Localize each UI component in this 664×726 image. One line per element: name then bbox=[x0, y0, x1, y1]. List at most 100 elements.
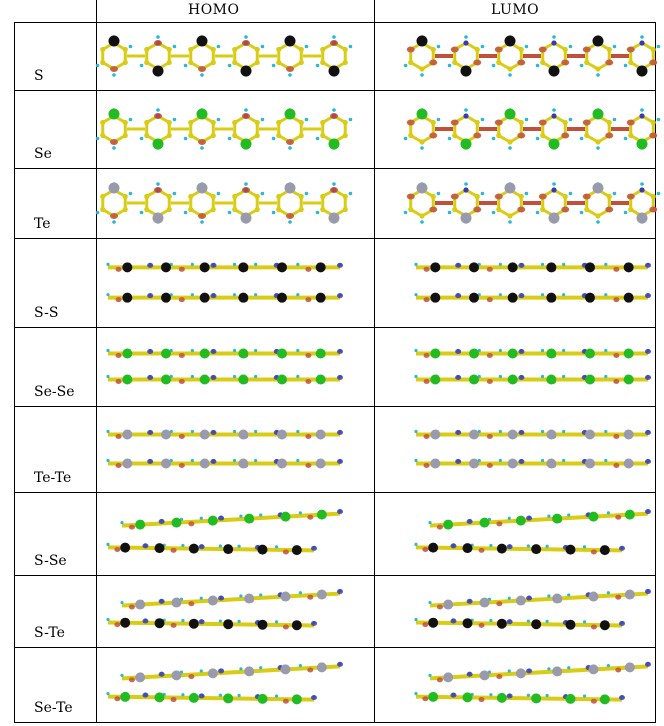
heteroatom bbox=[171, 517, 182, 528]
ring-atom bbox=[232, 206, 238, 213]
orbital-lobe bbox=[337, 509, 343, 515]
row-rule bbox=[14, 722, 655, 723]
ring-bonds bbox=[233, 41, 259, 71]
ring-atom bbox=[210, 132, 216, 139]
hydrogen-atom bbox=[156, 108, 160, 112]
hydrogen-atom bbox=[508, 220, 512, 224]
ring-atom bbox=[210, 119, 216, 126]
ring-atom bbox=[342, 193, 348, 200]
heteroatom bbox=[548, 65, 560, 77]
ring-atom bbox=[562, 46, 568, 53]
hydrogen-atom bbox=[106, 542, 110, 546]
ring-atom bbox=[639, 113, 645, 119]
heteroatom bbox=[531, 619, 542, 630]
row-label: S-Se bbox=[34, 553, 67, 569]
hydrogen-atom bbox=[232, 374, 237, 379]
orbital-lobe bbox=[605, 132, 614, 139]
orbital-lobe bbox=[645, 293, 651, 299]
hydrogen-atom bbox=[139, 136, 144, 141]
hydrogen-atom bbox=[526, 693, 530, 697]
orbital-lobe bbox=[613, 266, 620, 272]
ring-bonds bbox=[277, 114, 303, 144]
hydrogen-atom bbox=[420, 220, 424, 224]
hydrogen-atom bbox=[298, 591, 302, 595]
heteroatom bbox=[624, 662, 635, 673]
orbital-lobe bbox=[158, 518, 165, 524]
ring-bonds bbox=[453, 114, 479, 144]
ring-bonds bbox=[145, 114, 171, 144]
ring-bonds bbox=[453, 188, 479, 218]
ring-bonds bbox=[321, 41, 347, 71]
heteroatom bbox=[238, 458, 249, 469]
lumo-orbital-image bbox=[414, 661, 651, 705]
orbital-lobe bbox=[178, 378, 185, 384]
orbital-lobe bbox=[115, 353, 122, 359]
heteroatom bbox=[479, 517, 490, 528]
ring-bonds bbox=[277, 41, 303, 71]
ring-atom bbox=[298, 206, 304, 213]
ring bbox=[579, 108, 617, 150]
hydrogen-atom bbox=[259, 513, 263, 517]
ring-atom bbox=[551, 187, 557, 193]
ring-atom bbox=[540, 132, 546, 139]
orbital-lobe bbox=[486, 433, 493, 439]
hydrogen-atom bbox=[190, 374, 194, 379]
hydrogen-atom bbox=[218, 693, 222, 697]
ring-atom bbox=[232, 119, 238, 126]
hydrogen-atom bbox=[540, 348, 545, 353]
heteroatom bbox=[507, 458, 518, 469]
heteroatom bbox=[624, 589, 635, 600]
orbital-lobe bbox=[466, 671, 473, 677]
orbital-lobe bbox=[450, 543, 457, 549]
heteroatom bbox=[316, 509, 327, 520]
orbital-lobe bbox=[561, 132, 570, 139]
ring-atom bbox=[320, 132, 326, 139]
orbital-lobe bbox=[615, 594, 622, 600]
heteroatom bbox=[122, 348, 133, 359]
heteroatom bbox=[469, 262, 479, 273]
heteroatom bbox=[161, 374, 171, 385]
hydrogen-atom bbox=[181, 693, 185, 697]
heteroatom bbox=[460, 138, 472, 150]
orbital-lobe bbox=[198, 66, 206, 72]
ring-atom bbox=[320, 206, 326, 213]
ring-atom bbox=[430, 119, 436, 126]
ring-atom bbox=[100, 119, 106, 126]
ring bbox=[227, 182, 265, 224]
heteroatom bbox=[328, 65, 340, 77]
heteroatom bbox=[280, 591, 291, 602]
ring-atom bbox=[419, 139, 425, 145]
orbital-lobe bbox=[423, 297, 430, 303]
hydrogen-atom bbox=[403, 136, 408, 141]
homo-orbital-image bbox=[106, 429, 343, 469]
ring-atom bbox=[144, 59, 150, 66]
heteroatom bbox=[416, 108, 428, 120]
ring-bonds bbox=[541, 114, 567, 144]
ring bbox=[271, 108, 309, 150]
hydrogen-atom bbox=[259, 593, 263, 597]
heteroatom bbox=[504, 35, 516, 47]
hydrogen-atom bbox=[489, 693, 493, 697]
ring-atom bbox=[166, 119, 172, 126]
hydrogen-atom bbox=[288, 146, 292, 150]
ring-atom bbox=[562, 193, 568, 200]
lumo-orbital-image bbox=[414, 509, 651, 556]
orbital-lobe bbox=[506, 544, 513, 550]
hydrogen-atom bbox=[254, 262, 258, 266]
orbital-lobe bbox=[496, 601, 503, 607]
heteroatom bbox=[122, 262, 133, 273]
ring-atom bbox=[518, 119, 524, 126]
orbital-lobe bbox=[486, 378, 493, 384]
orbital-lobe bbox=[423, 433, 430, 439]
hydrogen-atom bbox=[447, 136, 452, 141]
heteroatom bbox=[161, 292, 171, 303]
orbital-lobe bbox=[158, 598, 165, 604]
heteroatom bbox=[171, 670, 182, 681]
hydrogen-atom bbox=[106, 429, 110, 434]
heteroatom bbox=[479, 597, 490, 608]
ring bbox=[139, 108, 177, 150]
row-rule bbox=[14, 238, 655, 239]
hydrogen-atom bbox=[172, 44, 177, 49]
heteroatom bbox=[171, 597, 182, 608]
ring-atom bbox=[540, 206, 546, 213]
